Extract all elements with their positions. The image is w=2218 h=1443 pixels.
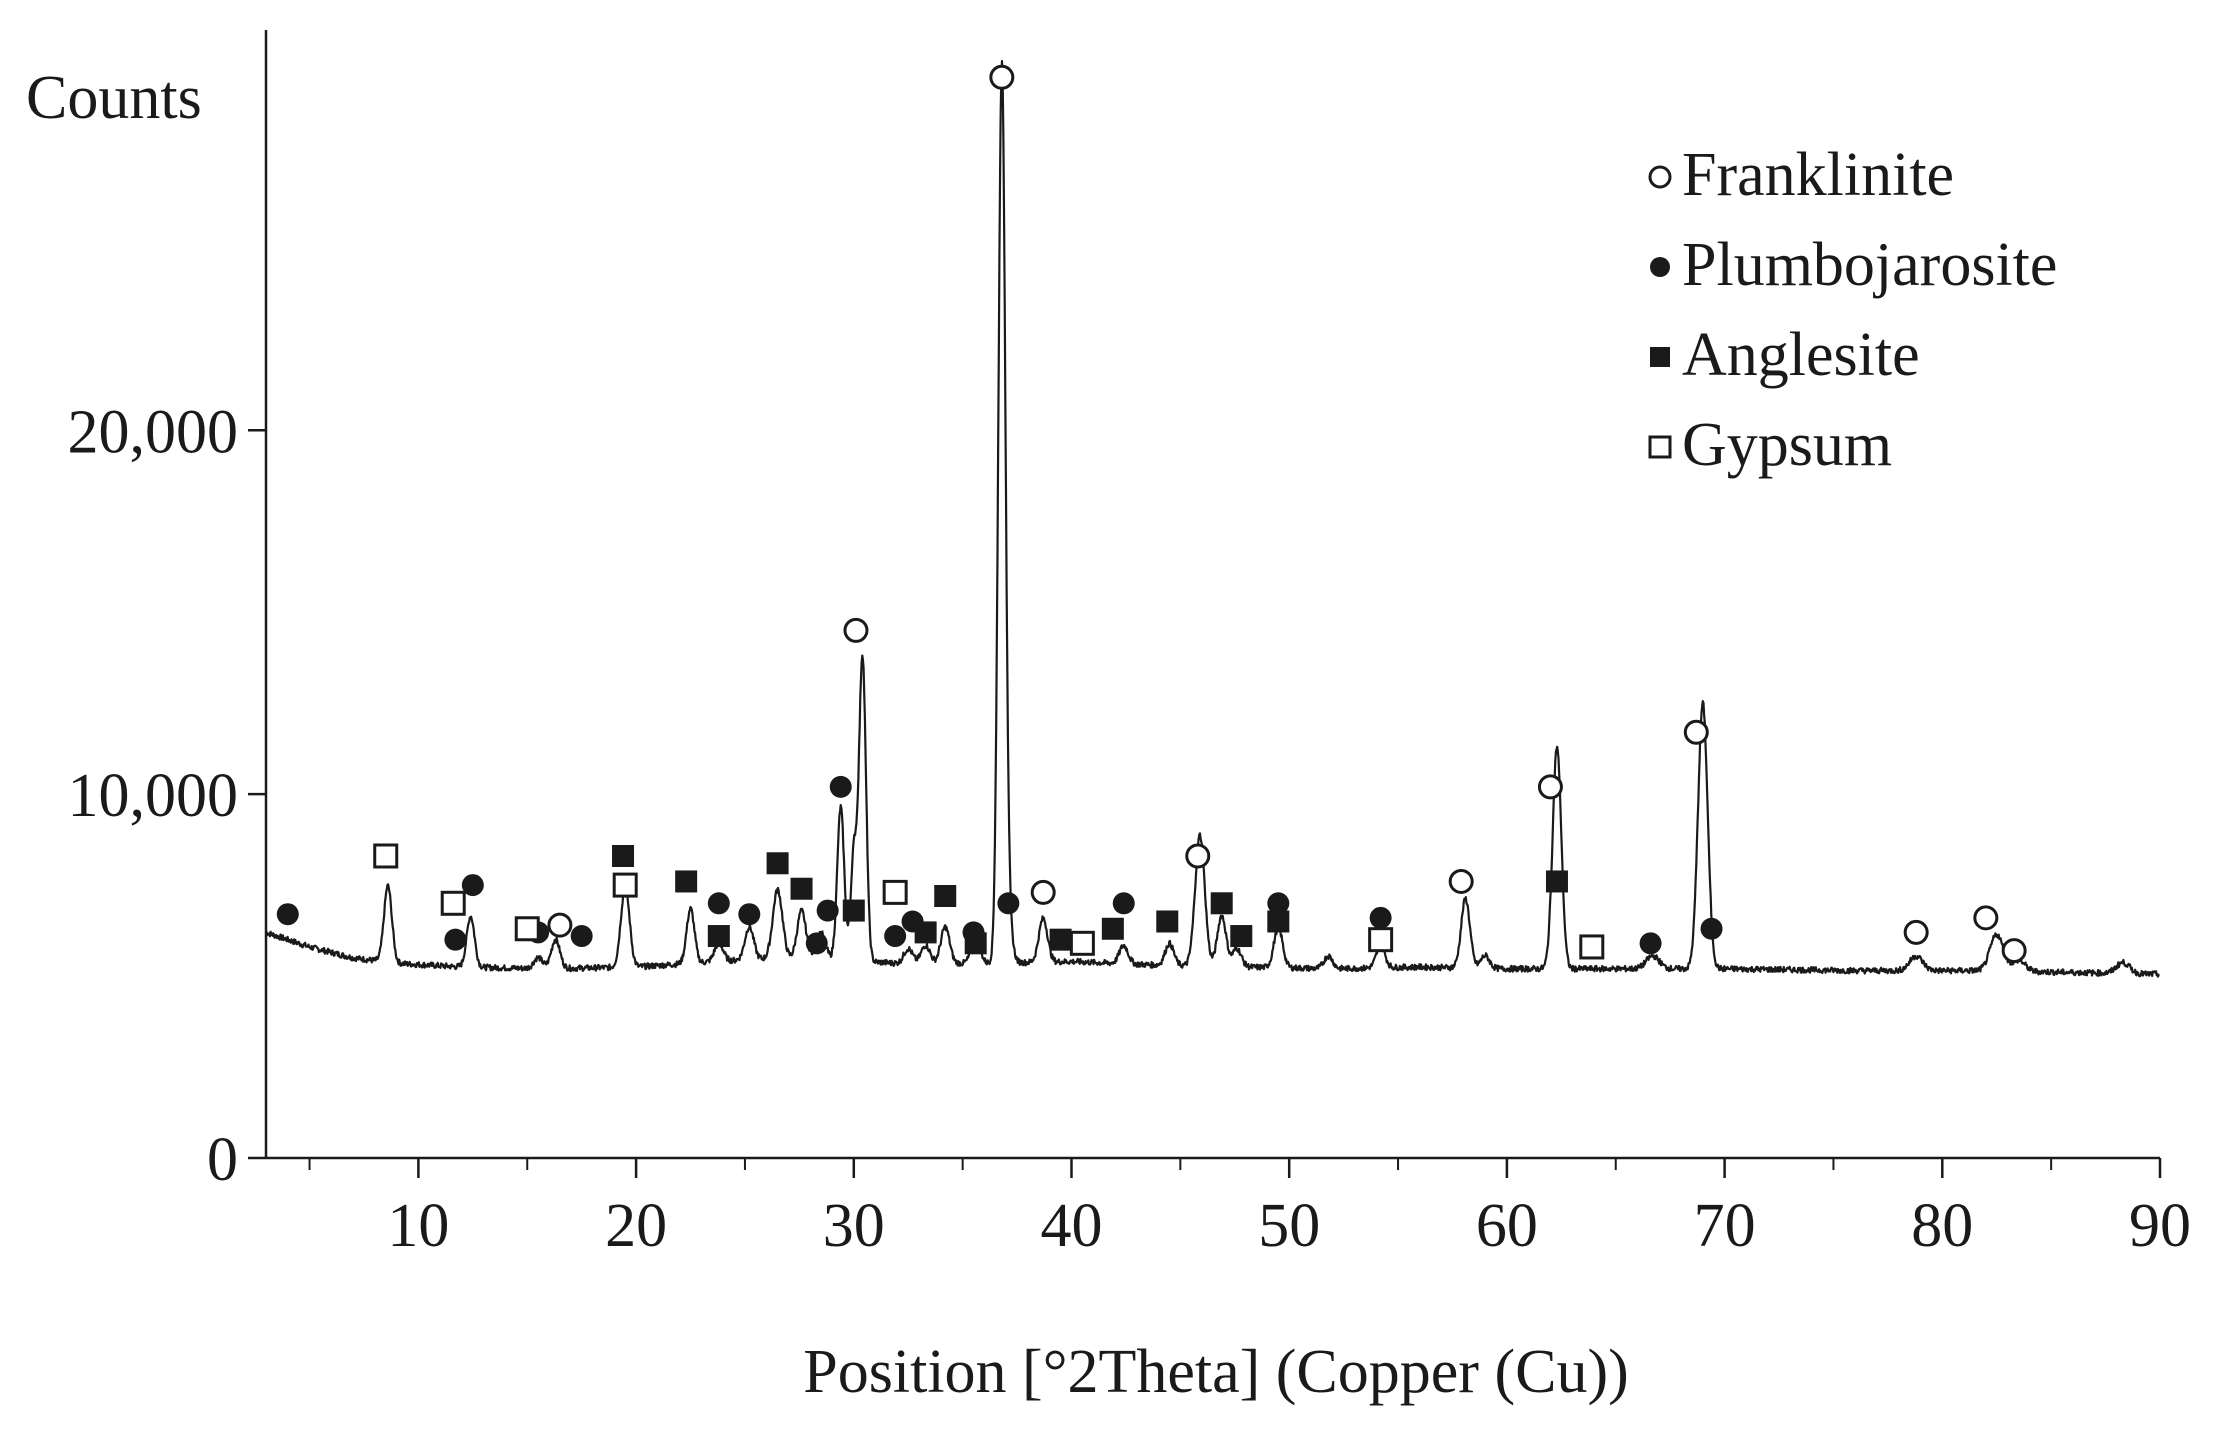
franklinite-marker <box>1683 719 1709 745</box>
anglesite-marker <box>1545 870 1568 893</box>
x-tick-label: 30 <box>823 1192 885 1260</box>
plumbojarosite-marker <box>444 928 467 951</box>
franklinite-marker <box>843 617 869 643</box>
plumbojarosite-marker <box>738 903 761 926</box>
axes: 10 20 30 40 50 60 70 80 90 0 10,000 20,000 <box>68 30 2191 1260</box>
anglesite-marker <box>1049 928 1072 951</box>
legend-anglesite-label: Anglesite <box>1682 321 1920 389</box>
anglesite-marker <box>1156 910 1179 933</box>
franklinite-marker <box>1185 843 1211 869</box>
plumbojarosite-marker <box>1369 906 1392 929</box>
franklinite-marker <box>989 64 1015 90</box>
plumbojarosite-marker <box>805 932 828 955</box>
x-tick-label: 60 <box>1476 1192 1538 1260</box>
legend-anglesite-symbol <box>1650 347 1670 367</box>
legend-gypsum-label: Gypsum <box>1682 411 1892 479</box>
x-axis-title: Position [°2Theta] (Copper (Cu)) <box>803 1338 1628 1406</box>
gypsum-marker <box>882 879 908 905</box>
y-axis-title: Counts <box>26 64 202 132</box>
anglesite-marker <box>790 877 813 900</box>
gypsum-marker <box>1579 934 1605 960</box>
anglesite-marker <box>766 852 789 875</box>
diffractogram-series <box>265 59 2160 978</box>
anglesite-marker <box>914 921 937 944</box>
anglesite-marker <box>964 932 987 955</box>
legend-plumbojarosite-symbol <box>1650 257 1670 277</box>
y-tick-label: 20,000 <box>68 398 239 466</box>
legend-plumbojarosite-label: Plumbojarosite <box>1682 231 2057 299</box>
plumbojarosite-marker <box>461 874 484 897</box>
plumbojarosite-marker <box>1267 892 1290 915</box>
legend-gypsum-symbol <box>1648 435 1672 459</box>
gypsum-marker <box>440 890 466 916</box>
x-tick-label: 80 <box>1911 1192 1973 1260</box>
anglesite-marker <box>1230 925 1253 948</box>
x-tick-label: 40 <box>1040 1192 1102 1260</box>
x-tick-label: 50 <box>1258 1192 1320 1260</box>
plumbojarosite-marker <box>1700 917 1723 940</box>
phase-markers <box>276 64 2027 964</box>
plumbojarosite-marker <box>829 775 852 798</box>
x-tick-label: 10 <box>387 1192 449 1260</box>
plumbojarosite-marker <box>997 892 1020 915</box>
franklinite-marker <box>2001 938 2027 964</box>
x-tick-label: 90 <box>2129 1192 2191 1260</box>
franklinite-marker <box>1903 919 1929 945</box>
gypsum-marker <box>373 843 399 869</box>
plumbojarosite-marker <box>816 899 839 922</box>
anglesite-marker <box>934 885 957 908</box>
plumbojarosite-marker <box>707 892 730 915</box>
legend-franklinite-label: Franklinite <box>1682 141 1954 209</box>
y-tick-label: 10,000 <box>68 762 239 830</box>
gypsum-marker <box>1069 930 1095 956</box>
legend: Franklinite Plumbojarosite Anglesite Gypsum <box>1648 141 2057 479</box>
anglesite-marker <box>675 870 698 893</box>
franklinite-marker <box>547 912 573 938</box>
diffractogram-line <box>265 59 2160 978</box>
franklinite-marker <box>1030 879 1056 905</box>
anglesite-marker <box>1210 892 1233 915</box>
plumbojarosite-marker <box>1112 892 1135 915</box>
anglesite-marker <box>707 925 730 948</box>
gypsum-marker <box>514 916 540 942</box>
anglesite-marker <box>842 899 865 922</box>
plumbojarosite-marker <box>884 925 907 948</box>
y-tick-label: 0 <box>207 1126 238 1194</box>
legend-franklinite-symbol <box>1648 165 1672 189</box>
anglesite-marker <box>1101 917 1124 940</box>
plumbojarosite-marker <box>276 903 299 926</box>
franklinite-marker <box>1448 868 1474 894</box>
franklinite-marker <box>1537 774 1563 800</box>
gypsum-marker <box>612 872 638 898</box>
plumbojarosite-marker <box>1639 932 1662 955</box>
gypsum-marker <box>1368 927 1394 953</box>
x-tick-label: 70 <box>1694 1192 1756 1260</box>
anglesite-marker <box>612 844 635 867</box>
franklinite-marker <box>1973 905 1999 931</box>
plumbojarosite-marker <box>570 925 593 948</box>
x-tick-label: 20 <box>605 1192 667 1260</box>
anglesite-marker <box>1267 910 1290 933</box>
